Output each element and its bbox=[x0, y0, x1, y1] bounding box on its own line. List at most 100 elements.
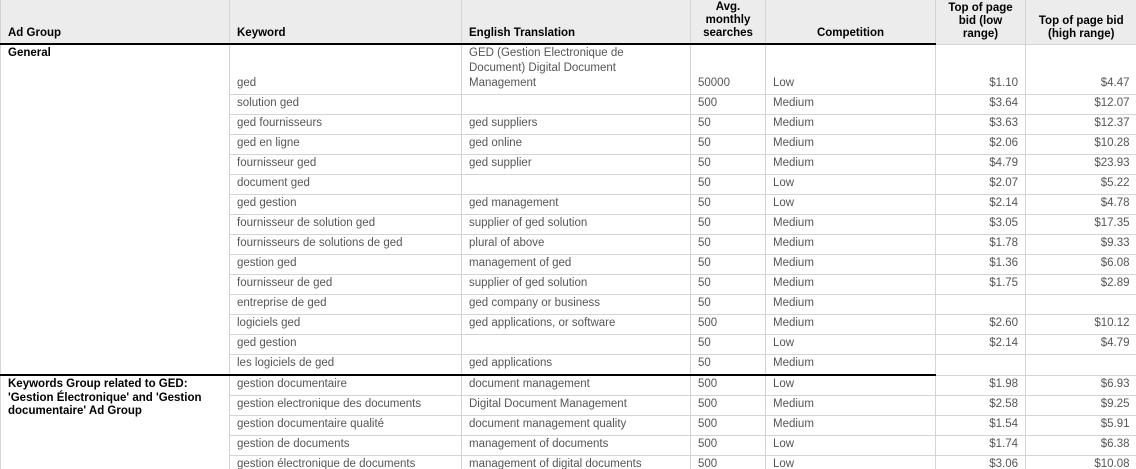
keyword-cell[interactable]: gestion électronique de documents bbox=[229, 455, 462, 469]
searches-cell[interactable]: 50 bbox=[690, 174, 766, 195]
bid-high-cell[interactable]: $5.22 bbox=[1025, 174, 1136, 195]
competition-cell[interactable]: Low bbox=[765, 174, 936, 195]
keyword-cell[interactable]: fournisseur de solution ged bbox=[229, 214, 462, 235]
bid-high-cell[interactable]: $4.78 bbox=[1025, 194, 1136, 215]
bid-high-cell[interactable]: $23.93 bbox=[1025, 154, 1136, 175]
bid-low-cell[interactable] bbox=[935, 294, 1026, 315]
bid-low-cell[interactable]: $4.79 bbox=[935, 154, 1026, 175]
competition-cell[interactable]: Low bbox=[765, 194, 936, 215]
bid-high-cell[interactable]: $10.28 bbox=[1025, 134, 1136, 155]
bid-low-cell[interactable]: $3.06 bbox=[935, 455, 1026, 469]
bid-low-cell[interactable]: $3.05 bbox=[935, 214, 1026, 235]
bid-low-cell[interactable]: $1.54 bbox=[935, 415, 1026, 436]
translation-cell[interactable]: plural of above bbox=[461, 234, 691, 255]
keyword-cell[interactable]: fournisseur de ged bbox=[229, 274, 462, 295]
translation-cell[interactable]: ged management bbox=[461, 194, 691, 215]
bid-low-cell[interactable]: $2.14 bbox=[935, 334, 1026, 355]
keyword-cell[interactable]: ged bbox=[229, 44, 462, 95]
bid-low-cell[interactable]: $2.06 bbox=[935, 134, 1026, 155]
header-cell-keyword[interactable]: Keyword bbox=[229, 0, 462, 45]
keyword-cell[interactable]: fournisseurs de solutions de ged bbox=[229, 234, 462, 255]
competition-cell[interactable]: Medium bbox=[765, 415, 936, 436]
bid-high-cell[interactable]: $9.33 bbox=[1025, 234, 1136, 255]
searches-cell[interactable]: 500 bbox=[690, 395, 766, 416]
bid-high-cell[interactable]: $12.07 bbox=[1025, 94, 1136, 115]
competition-cell[interactable]: Medium bbox=[765, 274, 936, 295]
bid-high-cell[interactable]: $4.47 bbox=[1025, 44, 1136, 95]
translation-cell[interactable] bbox=[461, 174, 691, 195]
bid-low-cell[interactable]: $3.63 bbox=[935, 114, 1026, 135]
bid-high-cell[interactable]: $12.37 bbox=[1025, 114, 1136, 135]
header-cell-avg-monthly-searches[interactable]: Avg. monthly searches bbox=[690, 0, 766, 45]
searches-cell[interactable]: 500 bbox=[690, 314, 766, 335]
bid-high-cell[interactable]: $6.38 bbox=[1025, 435, 1136, 456]
searches-cell[interactable]: 50 bbox=[690, 214, 766, 235]
bid-low-cell[interactable]: $2.60 bbox=[935, 314, 1026, 335]
translation-cell[interactable]: ged company or business bbox=[461, 294, 691, 315]
translation-cell[interactable] bbox=[461, 334, 691, 355]
translation-cell[interactable]: supplier of ged solution bbox=[461, 274, 691, 295]
competition-cell[interactable]: Medium bbox=[765, 114, 936, 135]
keyword-cell[interactable]: ged en ligne bbox=[229, 134, 462, 155]
searches-cell[interactable]: 500 bbox=[690, 375, 766, 396]
keyword-cell[interactable]: document ged bbox=[229, 174, 462, 195]
translation-cell[interactable]: GED (Gestion Electronique de Document) D… bbox=[461, 44, 691, 95]
header-cell-english-translation[interactable]: English Translation bbox=[461, 0, 691, 45]
competition-cell[interactable]: Medium bbox=[765, 294, 936, 315]
translation-cell[interactable]: management of digital documents bbox=[461, 455, 691, 469]
bid-high-cell[interactable]: $4.79 bbox=[1025, 334, 1136, 355]
searches-cell[interactable]: 500 bbox=[690, 455, 766, 469]
bid-low-cell[interactable]: $2.58 bbox=[935, 395, 1026, 416]
searches-cell[interactable]: 500 bbox=[690, 435, 766, 456]
keyword-cell[interactable]: gestion documentaire qualité bbox=[229, 415, 462, 436]
bid-high-cell[interactable]: $9.25 bbox=[1025, 395, 1136, 416]
header-cell-top-bid-low[interactable]: Top of page bid (low range) bbox=[935, 0, 1026, 45]
competition-cell[interactable]: Low bbox=[765, 334, 936, 355]
translation-cell[interactable]: Digital Document Management bbox=[461, 395, 691, 416]
keyword-cell[interactable]: solution ged bbox=[229, 94, 462, 115]
keyword-cell[interactable]: ged gestion bbox=[229, 334, 462, 355]
competition-cell[interactable]: Low bbox=[765, 375, 936, 396]
bid-high-cell[interactable]: $17.35 bbox=[1025, 214, 1136, 235]
translation-cell[interactable]: management of documents bbox=[461, 435, 691, 456]
bid-high-cell[interactable] bbox=[1025, 294, 1136, 315]
translation-cell[interactable]: management of ged bbox=[461, 254, 691, 275]
keyword-cell[interactable]: gestion electronique des documents bbox=[229, 395, 462, 416]
keyword-cell[interactable]: logiciels ged bbox=[229, 314, 462, 335]
ad-group-cell[interactable]: General bbox=[0, 44, 230, 376]
searches-cell[interactable]: 50 bbox=[690, 134, 766, 155]
ad-group-cell[interactable]: Keywords Group related to GED: 'Gestion … bbox=[0, 375, 230, 469]
bid-high-cell[interactable]: $10.12 bbox=[1025, 314, 1136, 335]
keyword-cell[interactable]: fournisseur ged bbox=[229, 154, 462, 175]
translation-cell[interactable]: document management bbox=[461, 375, 691, 396]
competition-cell[interactable]: Medium bbox=[765, 214, 936, 235]
competition-cell[interactable]: Medium bbox=[765, 254, 936, 275]
searches-cell[interactable]: 50 bbox=[690, 194, 766, 215]
header-cell-top-bid-high[interactable]: Top of page bid (high range) bbox=[1025, 0, 1136, 45]
searches-cell[interactable]: 50 bbox=[690, 294, 766, 315]
searches-cell[interactable]: 50 bbox=[690, 254, 766, 275]
bid-high-cell[interactable]: $2.89 bbox=[1025, 274, 1136, 295]
searches-cell[interactable]: 500 bbox=[690, 94, 766, 115]
bid-low-cell[interactable]: $2.14 bbox=[935, 194, 1026, 215]
bid-low-cell[interactable]: $1.36 bbox=[935, 254, 1026, 275]
searches-cell[interactable]: 50 bbox=[690, 274, 766, 295]
searches-cell[interactable]: 50000 bbox=[690, 44, 766, 95]
competition-cell[interactable]: Medium bbox=[765, 395, 936, 416]
translation-cell[interactable]: ged applications bbox=[461, 354, 691, 376]
bid-high-cell[interactable] bbox=[1025, 354, 1136, 376]
competition-cell[interactable]: Low bbox=[765, 44, 936, 95]
competition-cell[interactable]: Medium bbox=[765, 134, 936, 155]
bid-high-cell[interactable]: $6.93 bbox=[1025, 375, 1136, 396]
header-cell-competition[interactable]: Competition bbox=[765, 0, 936, 45]
bid-low-cell[interactable]: $1.10 bbox=[935, 44, 1026, 95]
competition-cell[interactable]: Medium bbox=[765, 94, 936, 115]
keyword-cell[interactable]: gestion documentaire bbox=[229, 375, 462, 396]
translation-cell[interactable]: supplier of ged solution bbox=[461, 214, 691, 235]
bid-high-cell[interactable]: $10.08 bbox=[1025, 455, 1136, 469]
translation-cell[interactable]: ged supplier bbox=[461, 154, 691, 175]
bid-low-cell[interactable]: $1.74 bbox=[935, 435, 1026, 456]
searches-cell[interactable]: 50 bbox=[690, 354, 766, 376]
bid-low-cell[interactable]: $1.75 bbox=[935, 274, 1026, 295]
translation-cell[interactable] bbox=[461, 94, 691, 115]
